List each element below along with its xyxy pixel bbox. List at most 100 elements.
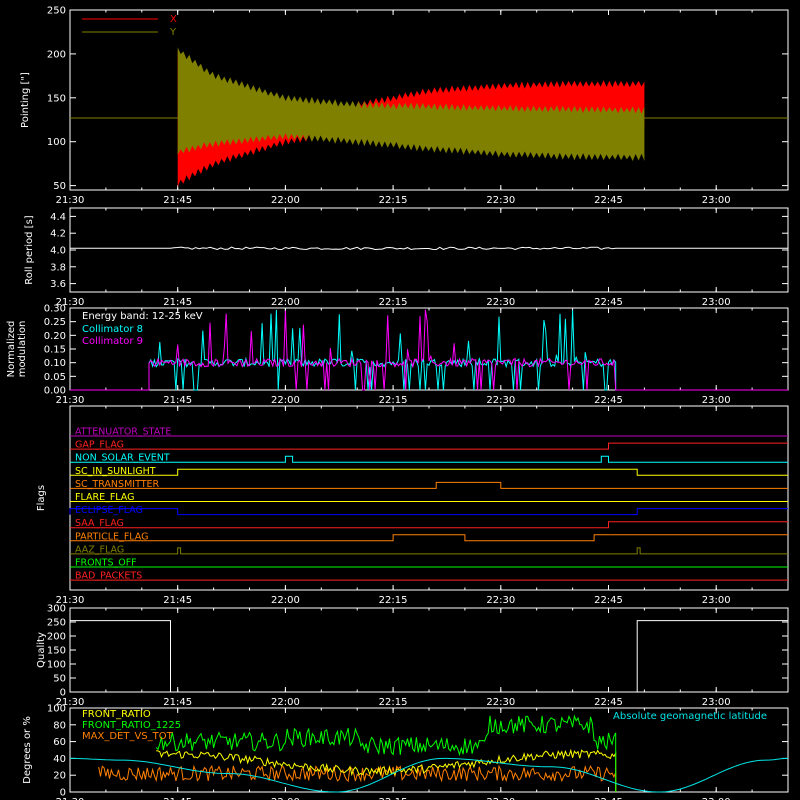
x-tick-label: 22:45 [594,297,623,308]
ratio-line-front-ratio [156,748,617,792]
plot-frame [69,207,789,293]
roll-period-line [70,246,788,251]
x-tick-label: 21:45 [163,195,192,206]
flag-line-sc-in-sunlight [70,468,788,476]
x-tick-label: 22:15 [379,595,408,606]
x-tick-label: 23:00 [702,595,731,606]
x-tick-label: 22:15 [379,697,408,708]
y-tick-label: 80 [53,720,66,731]
legend-label-x: X [170,14,177,25]
x-tick-label: 22:15 [379,195,408,206]
x-tick-label: 22:30 [486,195,515,206]
legend-label-max-det-vs-tot: MAX_DET_VS_TOT [82,731,174,742]
panel-modulation: 21:30 21:45 22:00 22:15 22:30 22:45 23:00 0.00 0… [6,304,789,406]
x-tick-label: 22:45 [594,797,623,800]
y-tick-label: 0 [60,788,66,799]
legend-label-front-ratio: FRONT_RATIO [82,709,151,720]
y-tick-label: 4.4 [50,212,66,223]
y-tick-label: 100 [47,660,66,671]
y-tick-label: 40 [53,754,66,765]
y-tick-label: 0.05 [44,372,66,383]
x-tick-label: 21:45 [163,595,192,606]
x-tick-label: 22:00 [271,395,300,406]
flag-line-non-solar-event [70,455,788,463]
x-tick-label: 21:30 [56,595,85,606]
x-tick-label: 22:15 [379,797,408,800]
flag-line-particle-flag [70,534,788,542]
x-tick-label: 22:45 [594,697,623,708]
y-tick-label: 0 [60,688,66,699]
y-tick-label: 150 [47,93,66,104]
flag-line-sc-transmitter [70,481,788,489]
flag-line-eclipse-flag [69,508,788,516]
y-axis-label: Flags [36,485,47,511]
x-tick-label: 21:45 [163,395,192,406]
x-tick-label: 21:30 [56,697,85,708]
y-axis-label: modulation [17,321,28,378]
y-axis-label: Pointing ["] [20,72,31,128]
flag-label: SC_TRANSMITTER [75,479,160,490]
flag-line-aaz-flag [70,547,788,555]
y-tick-label: 0.10 [44,358,66,369]
y-tick-label: 250 [47,6,66,17]
x-tick-label: 22:30 [486,797,515,800]
x-tick-label: 22:00 [271,297,300,308]
x-tick-label: 21:45 [163,797,192,800]
y-axis-label: Quality [36,632,47,668]
x-tick-label: 23:00 [702,395,731,406]
y-tick-label: 250 [47,618,66,629]
y-tick-label: 0.15 [44,345,66,356]
y-tick-label: 0.25 [44,317,66,328]
panel-roll: 21:30 21:45 22:00 22:15 22:30 22:45 23:00 3.6 3.… [24,207,789,308]
y-tick-label: 0.30 [44,304,66,315]
panel-pointing: 21:30 21:45 22:00 22:15 22:30 22:45 23:00 50 100… [20,6,789,206]
flag-label: ATTENUATOR_STATE [75,427,171,438]
legend-label-collimator-2: Collimator 9 [82,336,143,347]
y-tick-label: 150 [47,646,66,657]
y-tick-label: 3.8 [50,262,66,273]
y-tick-label: 300 [47,604,66,615]
flag-label: NON_SOLAR_EVENT [75,453,170,464]
flag-label: SC_IN_SUNLIGHT [75,466,156,477]
flag-line-saa-flag [70,521,788,529]
panel-quality: 21:30 21:45 22:00 22:15 22:30 22:45 23:00 0 50 10… [36,604,789,708]
x-tick-label: 23:00 [702,697,731,708]
x-tick-label: 22:00 [271,697,300,708]
legend-label-geomagnetic-latitude: Absolute geomagnetic latitude [613,711,767,722]
y-tick-label: 200 [47,632,66,643]
energy-band-annotation: Energy band: 12-25 keV [82,311,203,322]
x-tick-label: 22:30 [486,395,515,406]
x-tick-label: 21:45 [163,297,192,308]
x-tick-label: 22:30 [486,697,515,708]
y-tick-label: 0.20 [44,331,66,342]
flag-line-gap-flag [70,442,788,450]
flag-label: AAZ_FLAG [75,544,124,555]
x-tick-label: 22:30 [486,595,515,606]
x-tick-label: 22:00 [271,595,300,606]
x-tick-label: 21:30 [56,195,85,206]
y-tick-label: 3.6 [50,279,66,290]
x-tick-label: 23:00 [702,195,731,206]
x-tick-label: 23:00 [702,297,731,308]
y-tick-label: 50 [53,674,66,685]
y-tick-label: 20 [53,771,66,782]
flag-label: FLARE_FLAG [75,492,135,503]
flag-label: SAA_FLAG [75,518,124,529]
x-tick-label: 22:45 [594,595,623,606]
y-tick-label: 100 [47,704,66,715]
y-tick-label: 50 [53,181,66,192]
quality-line [70,620,788,693]
plot-frame [69,707,789,793]
x-tick-label: 23:00 [702,797,731,800]
panel-ratios: 21:30 21:45 22:00 22:15 22:30 22:45 23:00 0 20 40… [22,704,789,800]
geomagnetic-latitude-line [70,757,789,793]
y-tick-label: 4.0 [50,246,66,257]
x-tick-label: 22:15 [379,297,408,308]
flag-label: PARTICLE_FLAG [75,531,148,542]
ratio-line-max-det-vs-tot [98,764,617,792]
y-axis-label: Roll period [s] [24,215,35,284]
flag-label: GAP_FLAG [75,440,124,451]
plot-frame [69,405,789,591]
x-tick-label: 21:30 [56,797,85,800]
